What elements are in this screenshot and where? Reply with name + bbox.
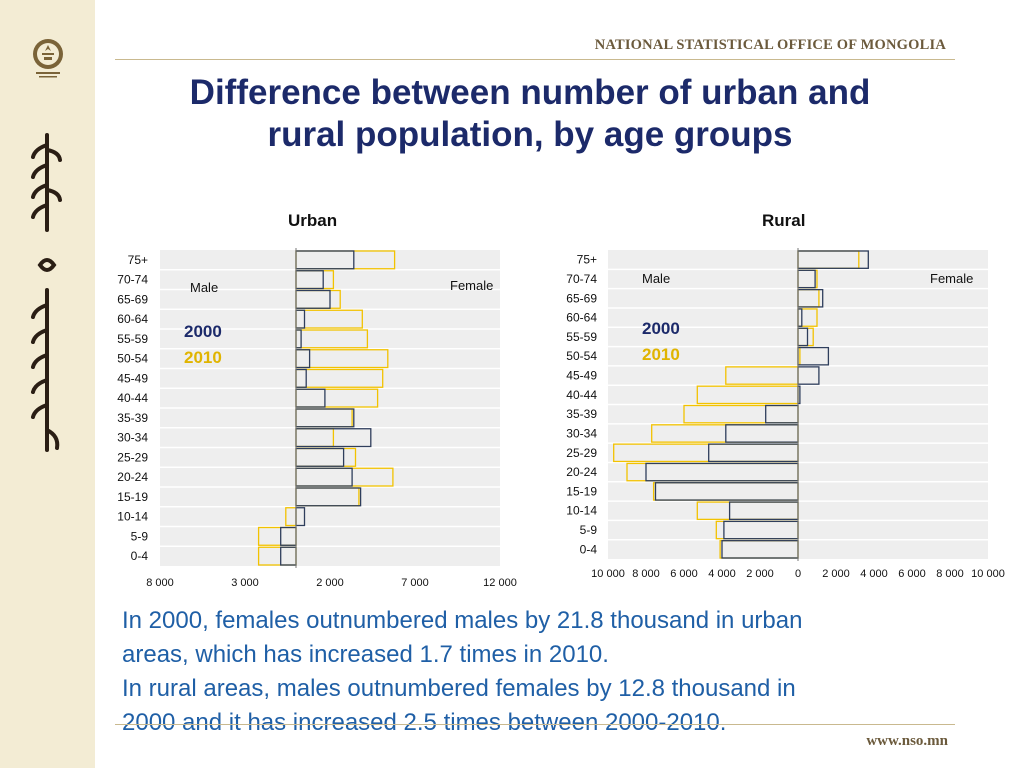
chart0-legend-2000: 2000: [184, 322, 222, 341]
chart1-legend-2010: 2010: [642, 345, 680, 364]
chart0-category-label: 75+: [128, 253, 148, 267]
chart0-x-tick-label: 8 000: [146, 577, 174, 589]
chart0-male-side-label: Male: [190, 280, 218, 295]
chart0-x-tick-label: 3 000: [231, 577, 259, 589]
chart1-category-label: 5-9: [580, 523, 598, 537]
chart1-category-label: 55-59: [566, 330, 597, 344]
agency-name: NATIONAL STATISTICAL OFFICE OF MONGOLIA: [594, 37, 946, 53]
urban-chart-title: Urban: [288, 211, 338, 230]
chart0-category-label: 25-29: [117, 450, 148, 464]
note-line-1: In 2000, females outnumbered males by 21…: [122, 607, 803, 634]
rural-chart-title: Rural: [762, 211, 806, 230]
chart1-x-tick-label: 2 000: [746, 568, 774, 580]
chart0-category-label: 20-24: [117, 470, 148, 484]
footer-divider: [115, 724, 955, 725]
chart0-category-label: 0-4: [131, 549, 149, 563]
chart1-category-label: 10-14: [566, 504, 597, 518]
chart1-category-label: 15-19: [566, 484, 597, 498]
chart0-category-label: 60-64: [117, 312, 148, 326]
chart1-category-label: 75+: [577, 253, 597, 267]
chart0-x-tick-label: 7 000: [401, 577, 429, 589]
chart1-x-tick-label: 2 000: [822, 568, 850, 580]
chart1-category-label: 25-29: [566, 446, 597, 460]
chart0-category-label: 30-34: [117, 431, 148, 445]
note-line-4: 2000 and it has increased 2.5 times betw…: [122, 709, 727, 736]
chart1-category-label: 65-69: [566, 291, 597, 305]
chart0-x-tick-label: 2 000: [316, 577, 344, 589]
chart1-category-label: 35-39: [566, 407, 597, 421]
note-line-3: In rural areas, males outnumbered female…: [122, 675, 796, 702]
chart1-x-tick-label: 10 000: [971, 568, 1005, 580]
chart1-x-tick-label: 4 000: [860, 568, 888, 580]
chart1-female-side-label: Female: [930, 271, 973, 286]
title-line-2: rural population, by age groups: [267, 115, 793, 154]
population-pyramid-charts: 75+ 70-74 65-69 60-64 55-59 50-54 45-49 40-44 35…: [117, 248, 1005, 589]
chart0-category-label: 35-39: [117, 411, 148, 425]
chart1-category-label: 45-49: [566, 369, 597, 383]
emblem-logo: [33, 39, 63, 78]
chart1-x-tick-label: 10 000: [591, 568, 625, 580]
chart1-x-tick-label: 6 000: [670, 568, 698, 580]
chart1-x-tick-label: 8 000: [936, 568, 964, 580]
chart1-category-label: 30-34: [566, 426, 597, 440]
chart0-category-label: 10-14: [117, 510, 148, 524]
header-divider: [115, 59, 955, 60]
chart0-category-label: 40-44: [117, 391, 148, 405]
note-line-2: areas, which has increased 1.7 times in …: [122, 641, 609, 668]
chart1-x-tick-label: 4 000: [708, 568, 736, 580]
chart0-category-label: 5-9: [131, 529, 149, 543]
chart0-category-label: 45-49: [117, 371, 148, 385]
chart1-x-tick-label: 6 000: [898, 568, 926, 580]
chart0-category-label: 15-19: [117, 490, 148, 504]
chart0-category-label: 70-74: [117, 273, 148, 287]
chart1-x-tick-label: 0: [795, 568, 801, 580]
chart0-category-label: 50-54: [117, 352, 148, 366]
page-title: Difference between number of urban and r…: [115, 72, 945, 156]
title-line-1: Difference between number of urban and: [189, 73, 871, 112]
chart1-category-label: 50-54: [566, 349, 597, 363]
mongolian-script-decoration: [31, 133, 62, 452]
chart1-male-side-label: Male: [642, 271, 670, 286]
chart0-category-label: 65-69: [117, 292, 148, 306]
chart0-category-label: 55-59: [117, 332, 148, 346]
chart0-x-tick-label: 12 000: [483, 577, 517, 589]
chart0-legend-2010: 2010: [184, 348, 222, 367]
chart1-category-label: 60-64: [566, 311, 597, 325]
website-link[interactable]: www.nso.mn: [866, 733, 948, 749]
chart1-category-label: 0-4: [580, 542, 598, 556]
chart1-category-label: 40-44: [566, 388, 597, 402]
chart1-legend-2000: 2000: [642, 319, 680, 338]
chart1-category-label: 20-24: [566, 465, 597, 479]
chart0-female-side-label: Female: [450, 278, 493, 293]
summary-note: In 2000, females outnumbered males by 21…: [122, 604, 972, 740]
chart1-category-label: 70-74: [566, 272, 597, 286]
chart1-x-tick-label: 8 000: [632, 568, 660, 580]
